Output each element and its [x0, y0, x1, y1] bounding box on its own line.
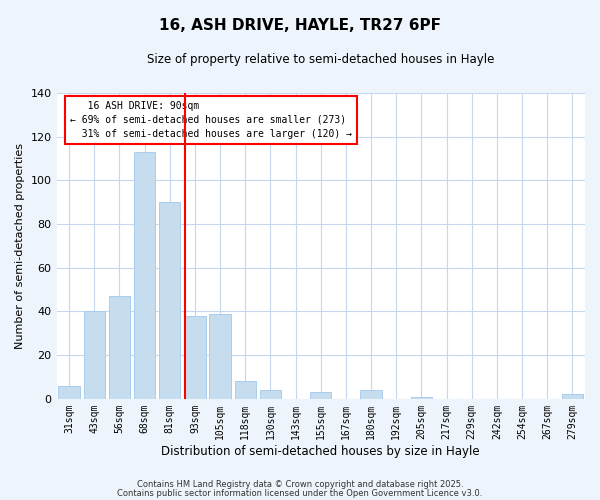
- Bar: [184, 316, 206, 399]
- Bar: [235, 382, 256, 399]
- Text: 16 ASH DRIVE: 90sqm
← 69% of semi-detached houses are smaller (273)
  31% of sem: 16 ASH DRIVE: 90sqm ← 69% of semi-detach…: [70, 100, 352, 138]
- Bar: [109, 296, 130, 399]
- Bar: [361, 390, 382, 399]
- Bar: [83, 312, 105, 399]
- Bar: [411, 396, 432, 399]
- Bar: [562, 394, 583, 399]
- Bar: [58, 386, 80, 399]
- Text: Contains HM Land Registry data © Crown copyright and database right 2025.: Contains HM Land Registry data © Crown c…: [137, 480, 463, 489]
- Bar: [159, 202, 181, 399]
- Bar: [310, 392, 331, 399]
- Text: 16, ASH DRIVE, HAYLE, TR27 6PF: 16, ASH DRIVE, HAYLE, TR27 6PF: [159, 18, 441, 32]
- Y-axis label: Number of semi-detached properties: Number of semi-detached properties: [15, 143, 25, 349]
- Bar: [209, 314, 231, 399]
- Text: Contains public sector information licensed under the Open Government Licence v3: Contains public sector information licen…: [118, 488, 482, 498]
- Bar: [260, 390, 281, 399]
- Title: Size of property relative to semi-detached houses in Hayle: Size of property relative to semi-detach…: [147, 52, 494, 66]
- Bar: [134, 152, 155, 399]
- X-axis label: Distribution of semi-detached houses by size in Hayle: Distribution of semi-detached houses by …: [161, 444, 480, 458]
